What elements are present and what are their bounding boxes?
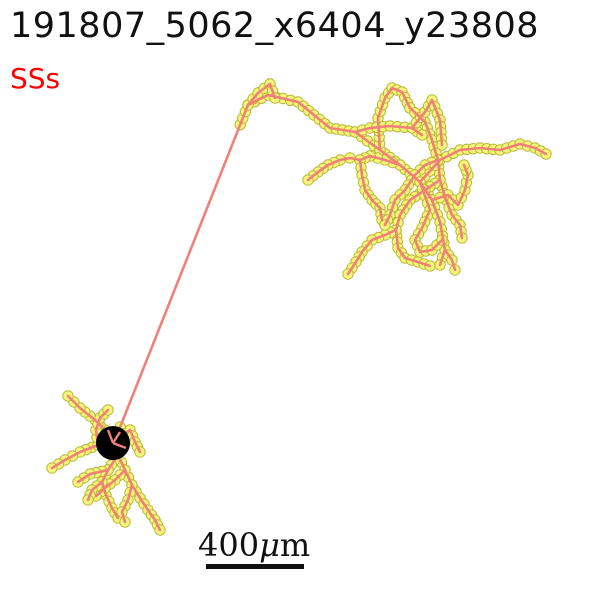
dendrite-branch <box>306 154 402 182</box>
dendrite-branch <box>86 480 104 502</box>
dendrite-branch <box>430 163 470 207</box>
axon-branch <box>113 93 447 442</box>
dendrite-branch <box>413 180 444 254</box>
soma-trace-segment <box>112 441 127 450</box>
soma-trace-segment <box>106 429 115 444</box>
scale-bar-value: 400 <box>198 526 260 564</box>
scale-bar-label: 400μm <box>198 526 310 564</box>
dendrite-branch <box>383 158 440 227</box>
soma-trace-segment <box>111 431 122 444</box>
scale-bar-unit-prefix: μ <box>259 526 280 564</box>
dendrite-branch <box>353 124 424 137</box>
trace-branches <box>50 82 548 532</box>
dendrite-branch <box>94 468 127 498</box>
dendrite-branch <box>418 142 548 184</box>
cell-id-title: 191807_5062_x6404_y23808 <box>10 6 540 46</box>
dendrite-branch <box>246 82 277 107</box>
dendrite-branch <box>443 248 457 272</box>
dendrite-branch <box>76 468 110 484</box>
dendrite-branch <box>120 483 134 524</box>
scale-bar <box>206 564 304 569</box>
cell-type-label: SSs <box>10 62 61 95</box>
dendrite-branch <box>410 98 444 147</box>
dendrite-branch <box>358 158 384 222</box>
scale-bar-unit: m <box>279 526 311 564</box>
dendrite-branch <box>376 86 412 152</box>
dendrite-branch <box>346 228 398 276</box>
